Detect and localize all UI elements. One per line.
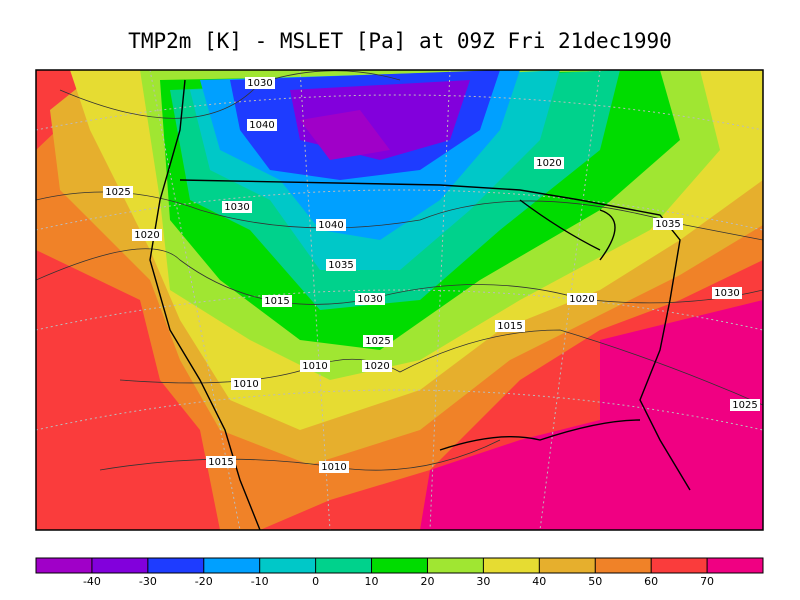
contour-label: 1040 — [318, 220, 343, 231]
color-bar: -40 -30 -20 -10 0 10 20 30 40 50 60 70 — [35, 557, 764, 588]
contour-label-box — [712, 287, 742, 299]
contour-label: 1020 — [569, 294, 594, 305]
color-swatch — [371, 558, 428, 573]
color-bar-label: 20 — [420, 575, 434, 588]
color-bar-label: -20 — [195, 575, 213, 588]
contour-label: 1015 — [497, 321, 522, 332]
color-bar-label: 30 — [476, 575, 490, 588]
color-bar-label: 40 — [532, 575, 546, 588]
map-title: TMP2m [K] - MSLET [Pa] at 09Z Fri 21dec1… — [128, 29, 672, 53]
contour-label: 1010 — [233, 379, 258, 390]
contour-label-box — [363, 335, 393, 347]
contour-label-box — [206, 456, 236, 468]
color-swatch — [147, 558, 205, 573]
color-swatch — [203, 558, 261, 573]
temp-band — [420, 300, 763, 530]
contour-label: 1040 — [249, 120, 274, 131]
contour-label: 1030 — [714, 288, 739, 299]
contour-label-box — [231, 378, 261, 390]
color-swatch — [259, 558, 317, 573]
contour-label: 1025 — [365, 336, 390, 347]
contour-label: 1025 — [105, 187, 130, 198]
contour-label-box — [222, 201, 252, 213]
contour-label-box — [262, 295, 292, 307]
color-bar-label: 10 — [365, 575, 379, 588]
contour-label-box — [730, 399, 760, 411]
temp-band — [300, 110, 390, 160]
contour-label-box — [245, 77, 275, 89]
color-swatch — [36, 558, 93, 573]
color-bar-frame — [35, 557, 764, 574]
contour-label: 1030 — [357, 294, 382, 305]
color-bar-label: 70 — [700, 575, 714, 588]
color-swatch — [539, 558, 596, 573]
contour-label-box — [300, 360, 330, 372]
contour-label-box — [316, 219, 346, 231]
contour-label-box — [362, 360, 392, 372]
contour-label: 1025 — [732, 400, 757, 411]
color-bar-label: 60 — [644, 575, 658, 588]
contour-label: 1010 — [302, 361, 327, 372]
contour-label-box — [653, 218, 683, 230]
contour-label-box — [326, 259, 356, 271]
contour-label: 1035 — [655, 219, 680, 230]
color-swatch — [595, 558, 652, 573]
contour-labels: 1030 1040 1020 1025 1030 1020 1040 1035 1035 1015… — [103, 77, 760, 473]
contour-label: 1035 — [328, 260, 353, 271]
contour-label-box — [103, 186, 133, 198]
contour-label-box — [247, 119, 277, 131]
contour-label: 1020 — [364, 361, 389, 372]
contour-label-box — [355, 293, 385, 305]
contour-label: 1030 — [247, 78, 272, 89]
color-swatch — [91, 558, 149, 573]
color-bar-label: 50 — [588, 575, 602, 588]
contour-label-box — [319, 461, 349, 473]
contour-label: 1015 — [264, 296, 289, 307]
contour-label: 1015 — [208, 457, 233, 468]
contour-label: 1010 — [321, 462, 346, 473]
contour-label: 1020 — [134, 230, 159, 241]
color-swatch — [651, 558, 708, 573]
contour-label-box — [132, 229, 162, 241]
temperature-field — [36, 70, 763, 530]
color-bar-label: 0 — [312, 575, 319, 588]
contour-label-box — [534, 157, 564, 169]
contour-label: 1020 — [536, 158, 561, 169]
color-bar-label: -30 — [139, 575, 157, 588]
contour-label: 1030 — [224, 202, 249, 213]
contour-label-box — [495, 320, 525, 332]
contour-label-box — [567, 293, 597, 305]
color-swatch — [707, 558, 764, 573]
color-bar-label: -40 — [83, 575, 101, 588]
color-bar-label: -10 — [251, 575, 269, 588]
color-swatch — [483, 558, 540, 573]
color-swatch — [315, 558, 373, 573]
map-frame — [35, 69, 764, 531]
color-swatch — [427, 558, 484, 573]
